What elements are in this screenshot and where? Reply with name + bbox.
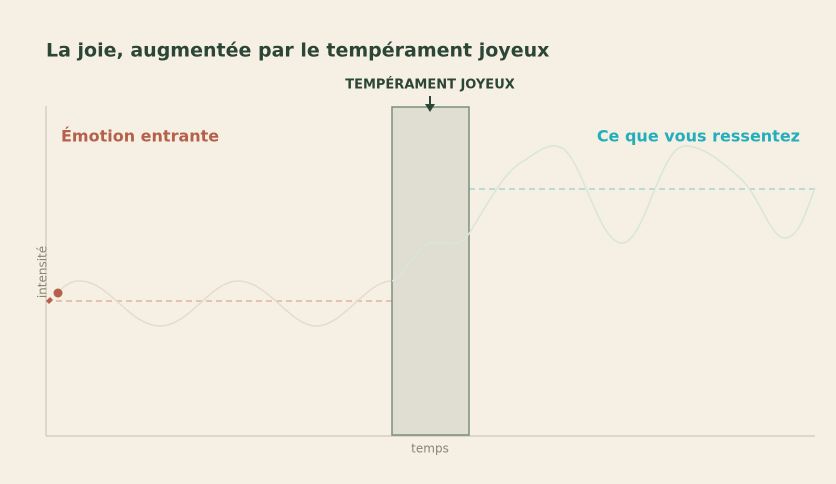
- title: La joie, augmentée par le tempérament jo…: [46, 40, 549, 62]
- output-label: Ce que vous ressentez: [597, 127, 800, 146]
- x-axis-label: temps: [411, 442, 449, 456]
- filter-box: [391, 106, 470, 436]
- input-label: Émotion entrante: [61, 127, 219, 146]
- arrow-head: [425, 104, 435, 112]
- input-marker: [46, 297, 53, 304]
- input-dot: [53, 288, 63, 298]
- input-wave: [57, 280, 393, 327]
- y-axis-label: intensité: [36, 246, 50, 298]
- output-wave: [391, 145, 816, 282]
- filter-label: TEMPÉRAMENT JOYEUX: [345, 77, 515, 93]
